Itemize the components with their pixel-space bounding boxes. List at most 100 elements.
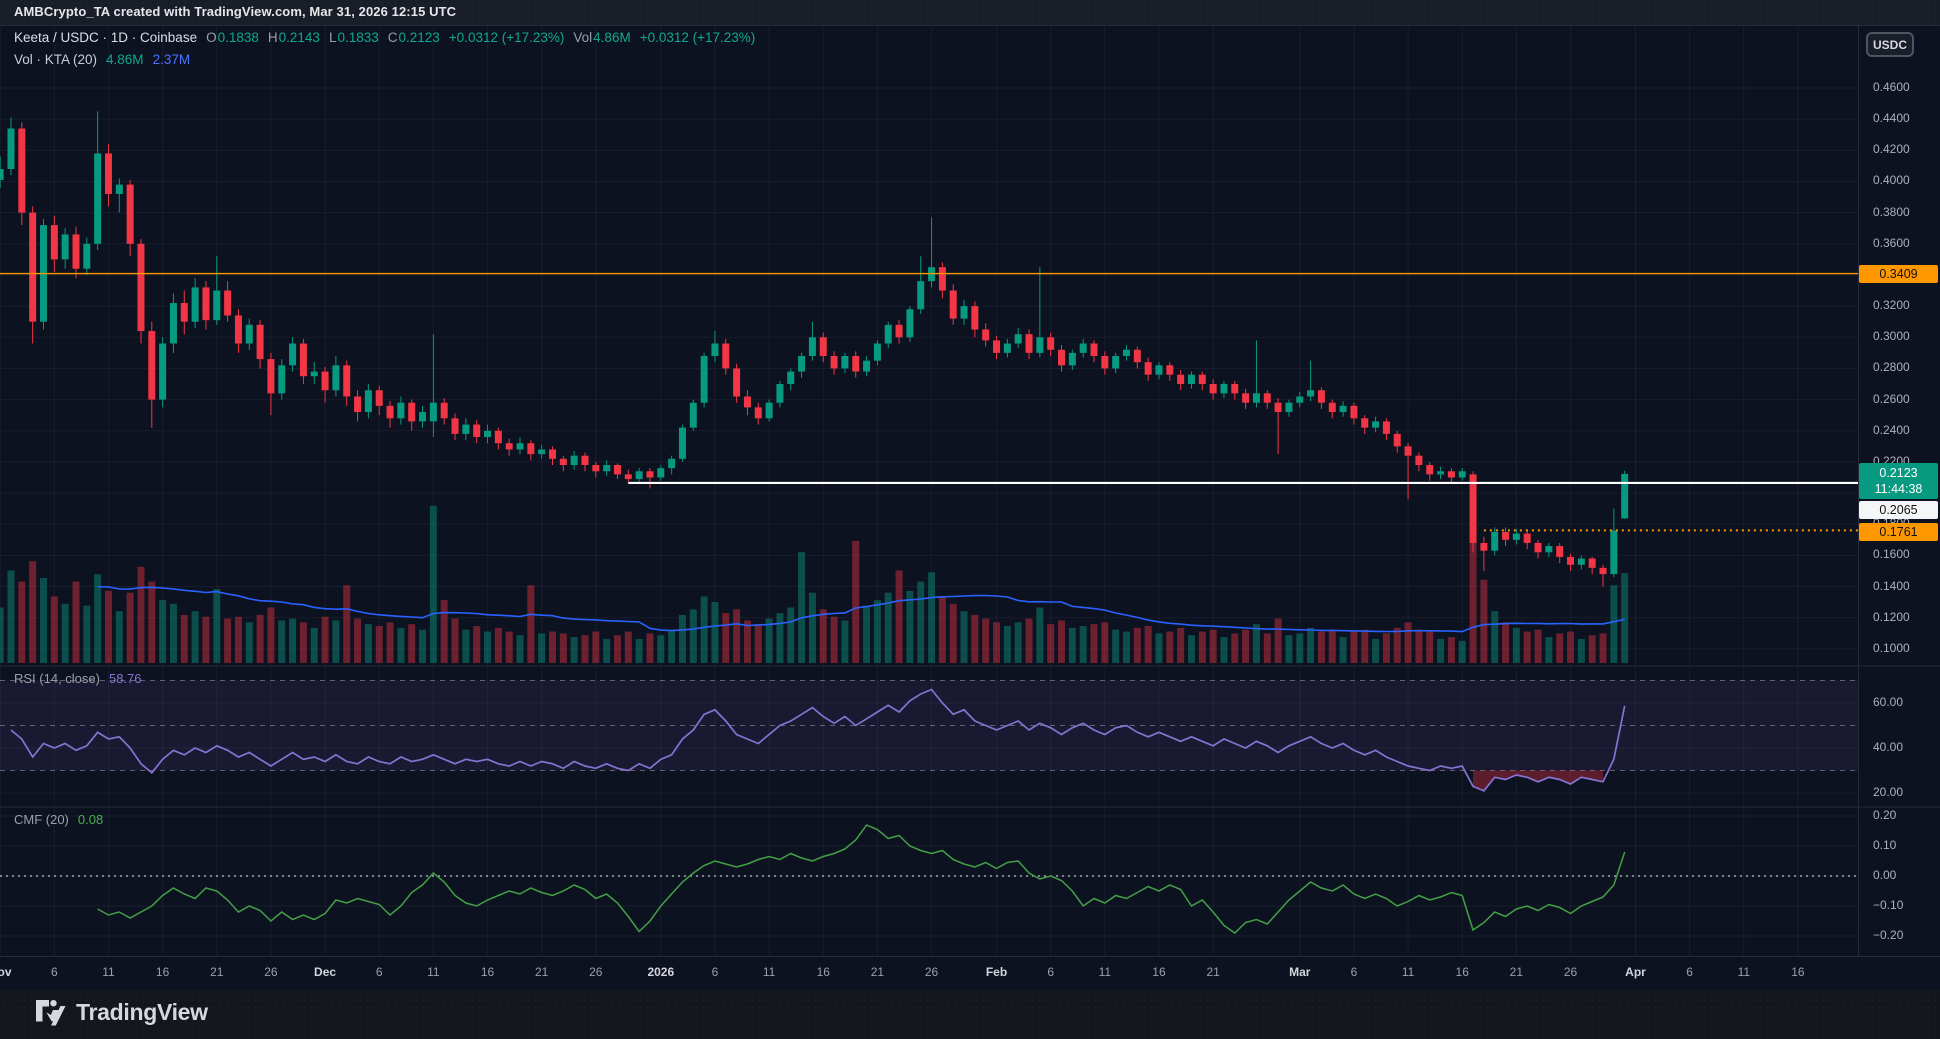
candle-body [1307,390,1315,397]
price-axis-label: 0.00 [1873,868,1897,882]
candle-body [765,402,773,419]
time-axis-label: Apr [1625,965,1646,979]
volume-bar [343,585,351,663]
candle-body [72,234,80,269]
volume-bar [603,638,611,663]
volume-bar [375,626,383,663]
rsi-study-title[interactable]: RSI (14, close) [14,671,100,686]
candle-body [819,337,827,356]
price-axis-label: 0.20 [1873,808,1897,822]
candle-body [343,365,351,397]
volume-bar [408,624,416,663]
candle-body [1014,334,1022,344]
chart-canvas[interactable] [0,26,1940,991]
candle-body [863,360,871,372]
candle-body [798,355,806,372]
candle-body [289,343,297,366]
volume-bar [1274,618,1282,663]
candle-body [256,324,264,360]
volume-bar [289,618,297,663]
time-axis-label: 6 [1686,965,1693,979]
candle-body [1458,471,1466,478]
volume-bar [429,505,437,663]
candle-body [1491,532,1499,551]
time-axis-label: 16 [480,965,495,979]
attribution-text: AMBCrypto_TA created with TradingView.co… [14,4,457,19]
volume-bar [1155,633,1163,663]
volume-bar [624,631,632,663]
open-value: 0.1838 [217,30,259,45]
candle-body [700,355,708,403]
candle-body [635,471,643,480]
time-axis-label: 6 [711,965,719,979]
currency-toggle-button[interactable]: USDC [1866,32,1914,57]
time-axis-label: 6 [50,965,58,979]
candle-body [1415,455,1423,466]
candle-body [224,290,232,316]
volume-bar [299,622,307,663]
volume-bar [1090,624,1098,663]
volume-bar [202,616,210,663]
last-price-label: 0.2123 11:44:38 [1859,463,1938,499]
volume-legend: Vol · KTA (20) 4.86M 2.37M [14,52,190,67]
time-axis-label: 11 [1098,965,1112,979]
volume-study-title[interactable]: Vol · KTA (20) [14,52,98,67]
candle-body [278,365,286,394]
volume-bar [516,635,524,663]
candle-body [613,465,621,475]
volume-bar [473,626,481,663]
volume-bar [50,596,58,663]
candle-body [137,243,145,332]
volume-current-value: 4.86M [106,52,144,67]
low-value: 0.1833 [337,30,379,45]
candle-body [473,424,481,437]
volume-change-value: +0.0312 (+17.23%) [639,30,756,45]
volume-value: 4.86M [593,30,631,45]
candle-body [494,430,502,444]
volume-bar [1231,633,1239,663]
candle-body [1296,396,1304,403]
volume-bar [137,566,145,663]
time-axis-label: 6 [375,965,383,979]
candle-body [7,128,15,170]
candle-body [234,315,242,344]
candle-body [310,371,318,377]
volume-label: Vol [573,30,593,45]
tradingview-logo-text: TradingView [76,999,208,1025]
candle-body [1209,384,1217,394]
candle-body [1350,405,1358,419]
time-axis-label: 2026 [647,965,675,979]
volume-bar [1220,637,1228,663]
volume-bar [1404,622,1412,663]
candle-body [516,443,524,450]
price-axis-label: 20.00 [1873,785,1904,799]
candle-body [83,243,91,269]
candle-body [1469,474,1477,543]
volume-bar [689,609,697,663]
volume-bar [1209,629,1217,663]
candle-body [1047,337,1055,350]
volume-bar [776,613,784,663]
volume-bar [906,590,914,663]
volume-bar [1458,640,1466,663]
volume-bar [1447,637,1455,663]
time-axis-label: 6 [1047,965,1055,979]
high-label: H [267,30,278,45]
candle-body [0,169,4,180]
time-scale[interactable]: Nov 6 11 16 21 26 Dec 6 11 16 21 26 2026 6 11 16 21 26 Feb… [0,956,1940,992]
volume-bar [646,633,654,663]
volume-bar [1599,633,1607,663]
volume-bar [1610,585,1618,663]
candle-body [451,418,459,434]
tradingview-logo[interactable]: TradingView [36,999,208,1026]
volume-bar [1567,631,1575,663]
symbol-legend: Keeta / USDC · 1D · Coinbase O 0.1838 H 0.… [14,30,755,45]
volume-bar [592,631,600,663]
symbol-title[interactable]: Keeta / USDC · 1D · Coinbase [14,30,198,45]
candle-body [1393,433,1401,447]
candle-body [148,331,156,400]
price-axis-label: −0.10 [1873,898,1904,912]
cmf-study-title[interactable]: CMF (20) [14,812,69,827]
candle-body [873,343,881,361]
candle-body [505,443,513,450]
